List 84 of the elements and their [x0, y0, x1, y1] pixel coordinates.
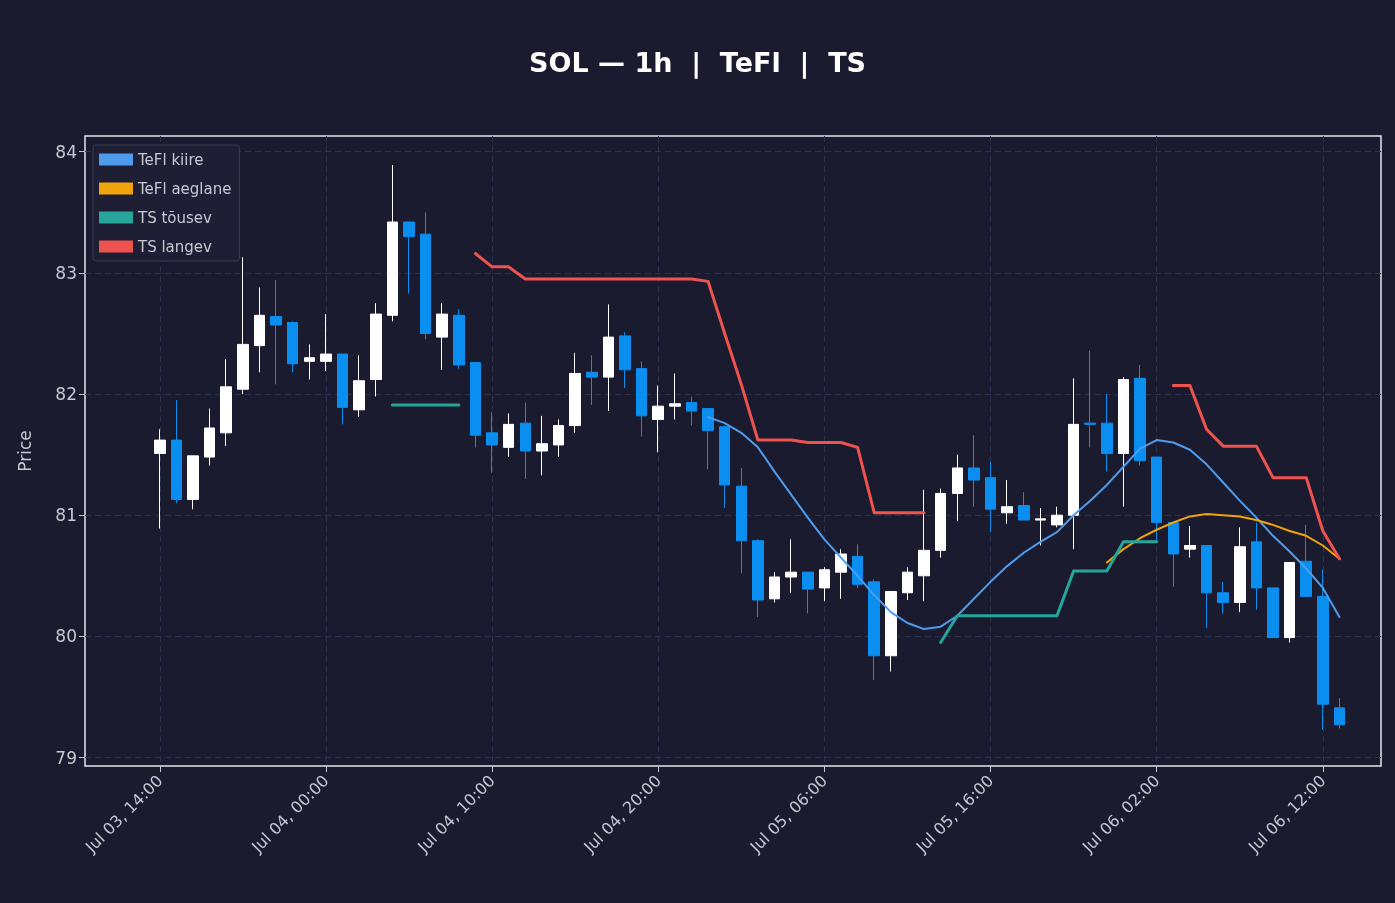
candlestick: [154, 428, 166, 530]
candlestick: [204, 408, 215, 467]
candlestick: [553, 419, 564, 458]
candlestick: [1168, 521, 1179, 588]
candlestick: [1151, 456, 1162, 542]
candlestick: [752, 538, 764, 618]
candlestick: [769, 571, 780, 603]
candlestick: [603, 303, 614, 412]
legend-label: TS tõusev: [137, 208, 213, 227]
candlestick: [304, 343, 315, 381]
legend-label: TeFl aeglane: [137, 179, 232, 198]
candlestick: [1101, 393, 1113, 473]
candlestick: [636, 360, 647, 437]
candlestick: [1035, 507, 1046, 546]
y-tick-label: 79: [55, 747, 77, 768]
candlestick: [785, 538, 797, 594]
y-tick-label: 83: [55, 262, 77, 283]
candlestick: [1118, 376, 1129, 508]
candlestick: [171, 399, 182, 504]
candlestick: [1084, 349, 1096, 448]
candlestick: [985, 461, 996, 533]
candlestick: [353, 354, 365, 418]
candlestick: [387, 164, 398, 322]
chart-title: SOL — 1h | TeFl | TS: [528, 47, 867, 79]
candlestick: [1001, 479, 1013, 525]
candlestick: [1267, 587, 1279, 639]
y-axis-title: Price: [14, 430, 35, 472]
candlestick: [287, 320, 298, 373]
candlestick: [1251, 521, 1262, 611]
candlestick: [403, 221, 415, 294]
candlestick: [536, 415, 548, 476]
candlestick: [1284, 561, 1295, 643]
candlestick: [586, 354, 598, 406]
candlestick: [719, 425, 730, 509]
candlestick: [918, 489, 930, 602]
candlestick: [819, 566, 830, 602]
candlestick: [686, 395, 697, 427]
candlestick: [453, 308, 465, 370]
candlestick: [1018, 491, 1030, 521]
candlestick: [1134, 364, 1146, 467]
candlestick: [935, 488, 946, 559]
candlestick: [520, 402, 531, 480]
candlestick: [1217, 581, 1229, 614]
candlestick: [736, 467, 747, 574]
candlestick: [1300, 524, 1312, 597]
candlestick: [652, 385, 664, 453]
candlestick: [1334, 697, 1345, 729]
y-tick-label: 80: [55, 626, 77, 647]
candlestick: [237, 256, 249, 395]
candlestick: [1234, 526, 1246, 613]
candlestick: [802, 571, 814, 614]
candlestick: [436, 302, 448, 371]
candlestick: [470, 362, 481, 448]
candlestick: [968, 434, 980, 508]
candlestick: [370, 302, 382, 397]
candlestick: [885, 591, 897, 672]
candlestick: [619, 331, 631, 389]
candlestick: [1051, 506, 1063, 528]
y-tick-label: 81: [55, 505, 77, 526]
y-tick-label: 82: [55, 384, 77, 405]
candlestick: [952, 454, 963, 522]
candlestick: [1068, 377, 1079, 550]
candlestick: [254, 286, 265, 373]
candlestick: [420, 211, 431, 341]
candlestick: [669, 372, 681, 420]
candlestick: [486, 411, 498, 474]
candlestick: [902, 566, 913, 601]
y-tick-label: 84: [55, 141, 77, 162]
candlestick: [569, 352, 581, 434]
legend-label: TeFl kiire: [137, 150, 204, 169]
candlestick: [220, 358, 232, 447]
candlestick: [270, 279, 282, 385]
legend-label: TS langev: [137, 237, 213, 256]
candlestick: [320, 313, 332, 372]
candlestick: [702, 408, 714, 470]
line-series: [1105, 513, 1341, 564]
candlestick: [1317, 569, 1329, 731]
line-series: [707, 416, 1341, 631]
candlestick: [868, 578, 880, 681]
candlestick: [1201, 545, 1212, 629]
candlestick: [1184, 525, 1196, 559]
candlestick: [503, 412, 514, 458]
candlestick: [187, 455, 199, 510]
candlestick: [337, 353, 348, 425]
